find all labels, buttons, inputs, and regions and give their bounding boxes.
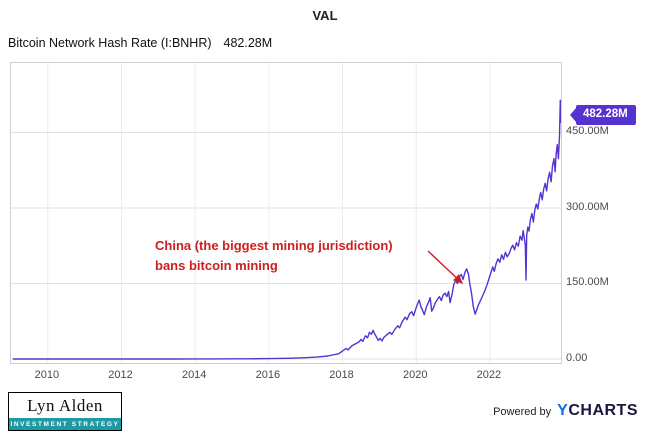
y-tick-label: 0.00 (566, 352, 588, 364)
x-tick-label: 2014 (181, 369, 207, 381)
plot-area[interactable] (10, 62, 562, 364)
chart-subtitle: Bitcoin Network Hash Rate (I:BNHR) 482.2… (8, 36, 272, 50)
x-tick-label: 2016 (255, 369, 281, 381)
chart-title: VAL (312, 8, 338, 23)
last-value-badge: 482.28M (576, 105, 636, 125)
series-name: Bitcoin Network Hash Rate (I:BNHR) (8, 36, 212, 50)
x-tick-label: 2018 (329, 369, 354, 381)
x-tick-label: 2012 (108, 369, 133, 381)
powered-by-text: Powered by (493, 406, 552, 418)
y-tick-label: 150.00M (566, 276, 609, 289)
annotation-text: China (the biggest mining jurisdiction) … (155, 236, 393, 275)
x-tick-label: 2022 (476, 369, 502, 381)
series-current-value: 482.28M (223, 36, 273, 50)
x-tick-label: 2020 (402, 369, 428, 381)
powered-by: Powered by YCHARTS (493, 402, 638, 420)
ycharts-logo-y: Y (557, 402, 569, 419)
x-tick-label: 2010 (34, 369, 60, 381)
annotation-line-2: bans bitcoin mining (155, 257, 278, 273)
ycharts-logo[interactable]: YCHARTS (557, 402, 638, 420)
lyn-alden-logo-tagline: INVESTMENT STRATEGY (9, 418, 121, 430)
ycharts-logo-charts: CHARTS (568, 402, 638, 419)
lyn-alden-logo: Lyn Alden INVESTMENT STRATEGY (8, 392, 122, 431)
annotation-line-1: China (the biggest mining jurisdiction) (155, 238, 393, 253)
y-tick-label: 300.00M (566, 200, 609, 213)
lyn-alden-logo-name: Lyn Alden (27, 396, 103, 415)
y-tick-label: 450.00M (566, 125, 609, 138)
hash-rate-line-chart (11, 63, 561, 363)
